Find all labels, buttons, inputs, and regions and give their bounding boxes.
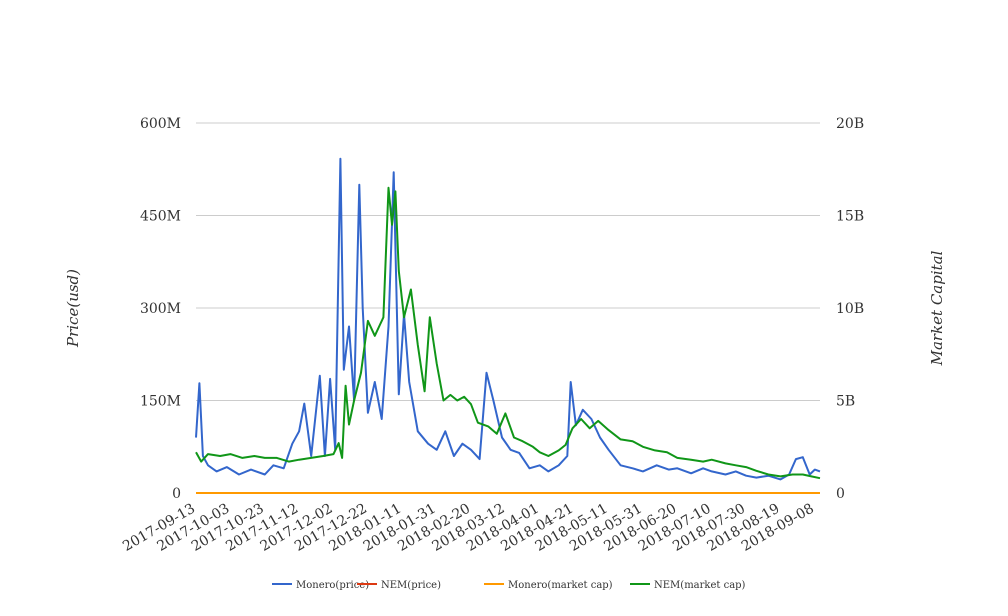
y-right-tick-label: 5B — [836, 394, 855, 410]
legend-label: NEM(price) — [381, 580, 441, 591]
y-right-tick-label: 15B — [836, 209, 864, 225]
series-line-monero-price — [195, 157, 821, 481]
y-left-tick-label: 600M — [140, 116, 181, 132]
series-line-nem-market-cap — [195, 186, 821, 480]
y-left-tick-label: 0 — [172, 486, 181, 502]
left-axis-ticks: 0 150M 300M 450M 600M — [140, 116, 181, 502]
y-right-tick-label: 20B — [836, 116, 864, 132]
gridlines — [196, 122, 820, 494]
legend-label: Monero(market cap) — [508, 580, 613, 591]
y-axis-left-title: Price(usd) — [64, 269, 82, 348]
y-right-tick-label: 0 — [836, 486, 845, 502]
right-axis-ticks: 0 5B 10B 15B 20B — [836, 116, 864, 502]
x-axis-ticks: 2017-09-132017-10-032017-10-232017-11-12… — [120, 501, 817, 555]
y-right-tick-label: 10B — [836, 301, 864, 317]
legend: Monero(price) NEM(price) Monero(market cap… — [272, 580, 746, 591]
y-left-tick-label: 150M — [140, 394, 181, 410]
legend-label: Monero(price) — [296, 580, 369, 591]
legend-label: NEM(market cap) — [654, 580, 746, 591]
y-left-tick-label: 300M — [140, 301, 181, 317]
y-left-tick-label: 450M — [140, 209, 181, 225]
series-lines — [195, 157, 821, 494]
y-axis-right-title: Market Capital — [928, 250, 946, 366]
